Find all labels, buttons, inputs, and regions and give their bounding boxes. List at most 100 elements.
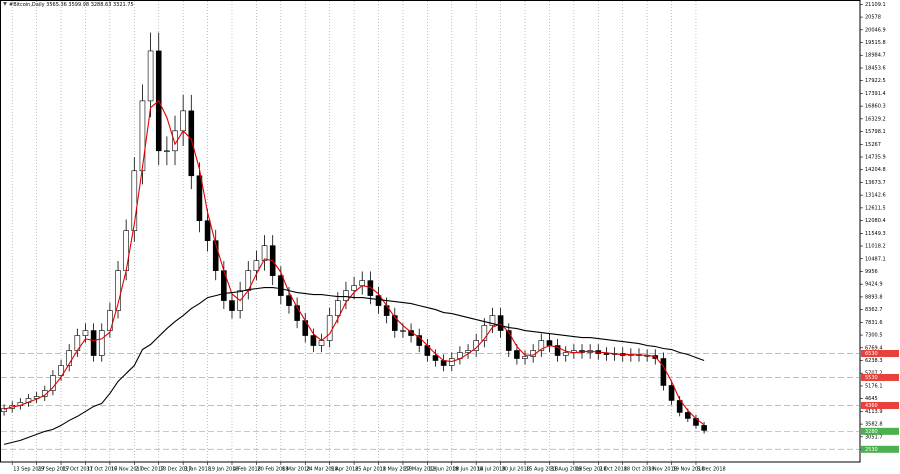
moving-average-line [3, 99, 705, 426]
y-tick-label: 3051.7 [865, 434, 883, 440]
y-tick-label: 5707.2 [865, 371, 883, 377]
y-tick-label: 12080.4 [865, 218, 886, 224]
x-tick-label: 15 Aug 2018 [526, 467, 558, 473]
candle-body [90, 330, 97, 356]
candle-body [196, 175, 203, 221]
y-tick-label: 18984.7 [865, 53, 886, 59]
candle-body [522, 356, 528, 359]
y-tick-label: 3582.8 [865, 422, 883, 428]
y-tick-label: 20578 [865, 15, 881, 21]
x-tick-label: 31 Aug 2018 [550, 467, 582, 473]
y-tick-label: 8893.8 [865, 294, 883, 300]
x-tick-label: 19 Jan 2018 [209, 467, 239, 473]
y-tick-label: 15267 [865, 142, 881, 148]
x-tick-label: 3 Jan 2018 [184, 467, 211, 473]
candle-body [497, 315, 504, 331]
candle-body [98, 330, 105, 356]
candle-body [554, 345, 561, 356]
candle-body [66, 350, 72, 366]
y-tick-label: 6238.3 [865, 358, 883, 364]
candle-body [685, 412, 691, 419]
plot-frame [0, 0, 861, 463]
candle-body [326, 315, 333, 341]
y-tick-label: 11549.3 [865, 231, 886, 237]
level-label: 6530 [865, 351, 878, 357]
x-tick-label: 18 Dec 2017 [160, 467, 192, 473]
level-box [861, 401, 899, 409]
candle-body [131, 170, 138, 231]
candle-body [180, 110, 186, 132]
level-label: 2530 [865, 447, 878, 453]
level-label: 3280 [865, 429, 878, 435]
candle-body [164, 150, 170, 152]
y-tick-label: 15798.1 [865, 129, 886, 135]
x-tick-label: 28 Jun 2018 [453, 467, 483, 473]
y-tick-label: 8362.7 [865, 307, 883, 313]
x-tick-label: 8 Mar 2018 [282, 467, 311, 473]
y-tick-label: 4113.9 [865, 409, 883, 415]
y-tick-label: 11018.2 [865, 244, 886, 250]
x-tick-label: 2 Oct 2018 [599, 467, 627, 473]
candle-body [123, 230, 129, 271]
y-tick-label: 9956 [865, 269, 878, 275]
candle-body [58, 365, 64, 376]
level-label: 4360 [865, 403, 878, 409]
x-tick-label: 24 Mar 2018 [306, 467, 338, 473]
x-tick-label: 12 Jun 2018 [428, 467, 458, 473]
y-tick-label: 20046.9 [865, 27, 886, 33]
candle-body [204, 220, 211, 241]
candle-body [668, 385, 675, 401]
x-tick-label: 4 Feb 2018 [233, 467, 261, 473]
x-tick-label: 13 Sep 2017 [13, 467, 45, 473]
y-tick-label: 14735.9 [865, 155, 886, 161]
level-box [861, 427, 899, 435]
y-tick-label: 7831.6 [865, 320, 883, 326]
moving-average-line [3, 287, 705, 445]
candle-body [701, 425, 707, 431]
x-tick-label: 14 Jul 2018 [477, 467, 505, 473]
candle-body [505, 330, 512, 351]
y-tick-label: 16329.2 [865, 116, 886, 122]
candle-body [261, 245, 268, 261]
level-label: 5530 [865, 375, 878, 381]
y-tick-label: 12611.5 [865, 205, 886, 211]
candle-body [538, 340, 545, 351]
y-tick-label: 5176.1 [865, 383, 883, 389]
x-tick-label: 18 Oct 2018 [624, 467, 655, 473]
candle-body [546, 340, 553, 346]
y-tick-label: 10487.1 [865, 256, 886, 262]
candle-body [383, 305, 390, 316]
x-tick-label: 27 May 2018 [404, 467, 437, 473]
candle-body [318, 340, 325, 346]
y-tick-label: 19515.8 [865, 40, 886, 46]
x-tick-label: 19 Nov 2018 [673, 467, 705, 473]
candle-body [660, 358, 667, 386]
candle-body [147, 50, 154, 102]
candle-body [188, 110, 195, 177]
candle-body [391, 315, 398, 331]
candle-body [603, 353, 610, 355]
level-box [861, 350, 899, 358]
chart-title: #Bitcoin,Daily 3565.36 3599.98 3288.63 3… [9, 2, 134, 8]
candle-body [562, 352, 569, 356]
symbol-icon [3, 2, 7, 6]
candle-body [50, 375, 56, 391]
x-tick-label: 2 Dec 2017 [135, 467, 164, 473]
candle-body [359, 280, 366, 286]
level-box [861, 445, 899, 453]
y-tick-label: 9424.9 [865, 282, 883, 288]
x-tick-label: 16 Sep 2018 [575, 467, 607, 473]
y-tick-label: 17922.5 [865, 78, 886, 84]
x-tick-label: 9 Apr 2018 [331, 467, 359, 473]
candle-body [408, 330, 414, 336]
candle-body [375, 295, 382, 306]
y-tick-label: 21109.1 [865, 2, 886, 8]
x-tick-label: 5 Dec 2018 [697, 467, 726, 473]
candle-body [481, 325, 488, 341]
y-tick-label: 4645 [865, 396, 878, 402]
x-tick-label: 31 Oct 2017 [86, 467, 117, 473]
y-tick-label: 17391.4 [865, 91, 886, 97]
candle-body [294, 305, 300, 321]
candle-body [278, 275, 284, 296]
